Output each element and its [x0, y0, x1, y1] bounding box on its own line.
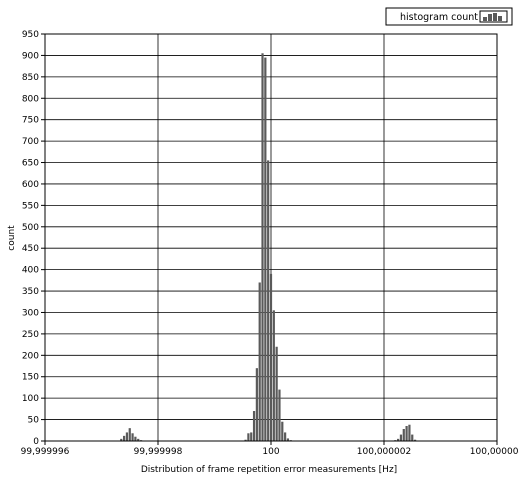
y-tick-label: 500	[22, 223, 39, 233]
histogram-bar	[125, 432, 129, 441]
y-tick-label: 750	[22, 116, 39, 126]
histogram-bar	[284, 432, 287, 441]
histogram-bar	[413, 439, 417, 441]
x-tick-label: 99,999998	[134, 447, 183, 457]
histogram-bar	[411, 434, 414, 441]
legend-swatch-icon	[479, 10, 508, 23]
histogram-bar	[134, 436, 137, 441]
y-tick-label: 250	[22, 330, 39, 340]
legend-label: histogram count	[400, 12, 478, 23]
histogram-bar	[281, 421, 284, 441]
x-tick-label: 100	[262, 447, 279, 457]
legend: histogram count	[385, 7, 513, 26]
histogram-bar	[128, 428, 131, 441]
y-tick-labels: 0 50 100 150 200 250 300 350 400 450 500 550 600 650 7…	[22, 30, 45, 447]
histogram-bar	[120, 438, 123, 441]
y-tick-label: 0	[33, 437, 39, 447]
y-tick-label: 400	[22, 266, 39, 276]
y-tick-label: 850	[22, 73, 39, 83]
y-tick-label: 350	[22, 287, 39, 297]
histogram-bar	[408, 424, 411, 441]
y-tick-label: 650	[22, 159, 39, 169]
histogram-bar	[247, 433, 250, 441]
y-tick-label: 200	[22, 351, 39, 361]
histogram-bar	[272, 310, 275, 441]
histogram-bar	[399, 434, 403, 441]
x-tick-label: 100,000004	[470, 447, 519, 457]
x-tick-labels: 99,999996 99,999998 100 100,000002 100,00000…	[21, 441, 519, 457]
y-tick-label: 700	[22, 137, 39, 147]
x-tick-label: 99,999996	[21, 447, 70, 457]
bars	[120, 53, 417, 442]
histogram-bar	[397, 438, 400, 441]
x-axis-label: Distribution of frame repetition error m…	[141, 465, 397, 475]
y-tick-label: 300	[22, 308, 39, 318]
y-tick-label: 100	[22, 394, 39, 404]
histogram-bar	[405, 426, 408, 441]
histogram-bar	[255, 368, 258, 441]
y-tick-label: 550	[22, 201, 39, 211]
histogram-bar	[267, 160, 270, 441]
histogram-bar	[269, 273, 273, 441]
histogram-bar	[137, 438, 140, 441]
histogram-bar	[122, 435, 126, 441]
x-tick-label: 100,000002	[357, 447, 411, 457]
histogram-bar	[275, 346, 278, 441]
y-tick-label: 900	[22, 51, 39, 61]
y-tick-label: 150	[22, 373, 39, 383]
histogram-bar	[258, 282, 261, 441]
histogram-bar	[250, 432, 253, 441]
histogram-bar	[278, 389, 281, 441]
histogram-bar	[261, 53, 264, 442]
y-tick-label: 800	[22, 94, 39, 104]
histogram-bar	[244, 439, 247, 441]
y-tick-label: 600	[22, 180, 39, 190]
histogram-bar	[402, 429, 405, 441]
y-tick-label: 950	[22, 30, 39, 40]
y-tick-label: 50	[28, 416, 40, 426]
histogram-bar	[131, 433, 134, 441]
y-tick-label: 450	[22, 244, 39, 254]
histogram-bar	[252, 411, 256, 441]
histogram-bar	[264, 57, 267, 441]
y-axis-label: count	[7, 225, 17, 251]
histogram-bar	[286, 438, 290, 441]
